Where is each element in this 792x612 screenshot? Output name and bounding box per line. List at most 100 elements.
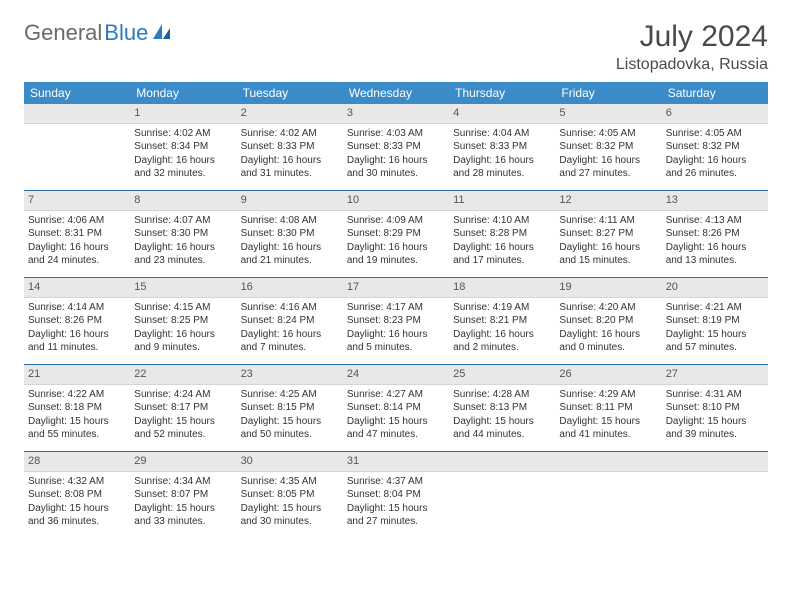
sunrise-text: Sunrise: 4:09 AM <box>347 214 445 228</box>
calendar-cell: 11Sunrise: 4:10 AMSunset: 8:28 PMDayligh… <box>449 191 555 278</box>
calendar-week-row: 7 Sunrise: 4:06 AMSunset: 8:31 PM Daylight… <box>24 191 768 278</box>
calendar-cell: 8Sunrise: 4:07 AMSunset: 8:30 PMDaylight… <box>130 191 236 278</box>
daylight-text: Daylight: 15 hours and 36 minutes. <box>28 502 126 529</box>
calendar-cell: 30Sunrise: 4:35 AMSunset: 8:05 PMDayligh… <box>237 452 343 538</box>
calendar-cell: 19Sunrise: 4:20 AMSunset: 8:20 PMDayligh… <box>555 278 661 365</box>
daylight-text: Daylight: 15 hours and 30 minutes. <box>241 502 339 529</box>
day-number-empty <box>24 104 130 124</box>
day-number: 25 <box>449 365 555 385</box>
day-number: 13 <box>662 191 768 211</box>
calendar-cell: 12Sunrise: 4:11 AMSunset: 8:27 PMDayligh… <box>555 191 661 278</box>
day-number: 28 <box>24 452 130 472</box>
calendar-cell: 27Sunrise: 4:31 AMSunset: 8:10 PMDayligh… <box>662 365 768 452</box>
day-header: Thursday <box>449 82 555 104</box>
day-number: 7 <box>24 191 130 211</box>
sunset-text: Sunset: 8:31 PM <box>28 227 126 241</box>
calendar-cell: 15Sunrise: 4:15 AMSunset: 8:25 PMDayligh… <box>130 278 236 365</box>
day-number: 9 <box>237 191 343 211</box>
day-number: 3 <box>343 104 449 124</box>
sunrise-text: Sunrise: 4:05 AM <box>666 127 764 141</box>
sunset-text: Sunset: 8:26 PM <box>28 314 126 328</box>
sunrise-text: Sunrise: 4:03 AM <box>347 127 445 141</box>
sunset-text: Sunset: 8:33 PM <box>347 140 445 154</box>
brand-part2: Blue <box>104 20 148 46</box>
day-number: 14 <box>24 278 130 298</box>
sunrise-text: Sunrise: 4:05 AM <box>559 127 657 141</box>
sunrise-text: Sunrise: 4:14 AM <box>28 301 126 315</box>
calendar-week-row: 14Sunrise: 4:14 AMSunset: 8:26 PMDayligh… <box>24 278 768 365</box>
day-header: Friday <box>555 82 661 104</box>
day-number: 12 <box>555 191 661 211</box>
day-header: Monday <box>130 82 236 104</box>
calendar-cell: 3 Sunrise: 4:03 AMSunset: 8:33 PMDaylight… <box>343 104 449 191</box>
day-header: Sunday <box>24 82 130 104</box>
daylight-text: Daylight: 15 hours and 39 minutes. <box>666 415 764 442</box>
sunset-text: Sunset: 8:04 PM <box>347 488 445 502</box>
calendar-cell: 1Sunrise: 4:02 AMSunset: 8:34 PMDaylight… <box>130 104 236 191</box>
daylight-text: Daylight: 16 hours and 21 minutes. <box>241 241 339 268</box>
sunrise-text: Sunrise: 4:27 AM <box>347 388 445 402</box>
brand-part1: General <box>24 20 102 46</box>
sunrise-text: Sunrise: 4:02 AM <box>134 127 232 141</box>
daylight-text: Daylight: 15 hours and 50 minutes. <box>241 415 339 442</box>
sunrise-text: Sunrise: 4:28 AM <box>453 388 551 402</box>
daylight-text: Daylight: 16 hours and 30 minutes. <box>347 154 445 181</box>
sunrise-text: Sunrise: 4:19 AM <box>453 301 551 315</box>
daylight-text: Daylight: 16 hours and 28 minutes. <box>453 154 551 181</box>
sunset-text: Sunset: 8:34 PM <box>134 140 232 154</box>
calendar-week-row: 28Sunrise: 4:32 AMSunset: 8:08 PMDayligh… <box>24 452 768 538</box>
sunset-text: Sunset: 8:27 PM <box>559 227 657 241</box>
calendar-cell: 23Sunrise: 4:25 AMSunset: 8:15 PMDayligh… <box>237 365 343 452</box>
sunset-text: Sunset: 8:26 PM <box>666 227 764 241</box>
day-number: 10 <box>343 191 449 211</box>
daylight-text: Daylight: 16 hours and 0 minutes. <box>559 328 657 355</box>
sunset-text: Sunset: 8:28 PM <box>453 227 551 241</box>
calendar-cell: 14 Sunrise: 4:14 AMSunset: 8:26 PMDayligh… <box>24 278 130 365</box>
sunset-text: Sunset: 8:23 PM <box>347 314 445 328</box>
calendar-cell <box>555 452 661 538</box>
calendar-cell: 6Sunrise: 4:05 AMSunset: 8:32 PMDaylight… <box>662 104 768 191</box>
sunrise-text: Sunrise: 4:10 AM <box>453 214 551 228</box>
sunrise-text: Sunrise: 4:06 AM <box>28 214 126 228</box>
page-header: GeneralBlue July 2024 Listopadovka, Russ… <box>24 20 768 74</box>
sunset-text: Sunset: 8:29 PM <box>347 227 445 241</box>
sunset-text: Sunset: 8:32 PM <box>559 140 657 154</box>
calendar-cell: 26Sunrise: 4:29 AMSunset: 8:11 PMDayligh… <box>555 365 661 452</box>
sunset-text: Sunset: 8:07 PM <box>134 488 232 502</box>
sunrise-text: Sunrise: 4:17 AM <box>347 301 445 315</box>
day-number: 26 <box>555 365 661 385</box>
calendar-cell: 18Sunrise: 4:19 AMSunset: 8:21 PMDayligh… <box>449 278 555 365</box>
day-number: 4 <box>449 104 555 124</box>
sunset-text: Sunset: 8:21 PM <box>453 314 551 328</box>
day-header-row: Sunday Monday Tuesday Wednesday Thursday… <box>24 82 768 104</box>
calendar-cell: 9Sunrise: 4:08 AMSunset: 8:30 PMDaylight… <box>237 191 343 278</box>
day-number: 17 <box>343 278 449 298</box>
day-number: 30 <box>237 452 343 472</box>
sunset-text: Sunset: 8:33 PM <box>241 140 339 154</box>
sunrise-text: Sunrise: 4:34 AM <box>134 475 232 489</box>
daylight-text: Daylight: 15 hours and 55 minutes. <box>28 415 126 442</box>
sunset-text: Sunset: 8:17 PM <box>134 401 232 415</box>
day-number: 6 <box>662 104 768 124</box>
sunset-text: Sunset: 8:19 PM <box>666 314 764 328</box>
sunrise-text: Sunrise: 4:08 AM <box>241 214 339 228</box>
sunset-text: Sunset: 8:32 PM <box>666 140 764 154</box>
daylight-text: Daylight: 15 hours and 41 minutes. <box>559 415 657 442</box>
daylight-text: Daylight: 16 hours and 19 minutes. <box>347 241 445 268</box>
day-number: 31 <box>343 452 449 472</box>
calendar-cell <box>24 104 130 191</box>
sunrise-text: Sunrise: 4:31 AM <box>666 388 764 402</box>
sunrise-text: Sunrise: 4:13 AM <box>666 214 764 228</box>
sunrise-text: Sunrise: 4:20 AM <box>559 301 657 315</box>
calendar-week-row: 1Sunrise: 4:02 AMSunset: 8:34 PMDaylight… <box>24 104 768 191</box>
calendar-cell: 4Sunrise: 4:04 AMSunset: 8:33 PMDaylight… <box>449 104 555 191</box>
day-header: Tuesday <box>237 82 343 104</box>
calendar-cell: 10 Sunrise: 4:09 AMSunset: 8:29 PMDayligh… <box>343 191 449 278</box>
title-block: July 2024 Listopadovka, Russia <box>616 20 768 74</box>
day-header: Wednesday <box>343 82 449 104</box>
calendar-cell: 20Sunrise: 4:21 AMSunset: 8:19 PMDayligh… <box>662 278 768 365</box>
sunset-text: Sunset: 8:10 PM <box>666 401 764 415</box>
sunset-text: Sunset: 8:08 PM <box>28 488 126 502</box>
daylight-text: Daylight: 16 hours and 11 minutes. <box>28 328 126 355</box>
sunrise-text: Sunrise: 4:25 AM <box>241 388 339 402</box>
